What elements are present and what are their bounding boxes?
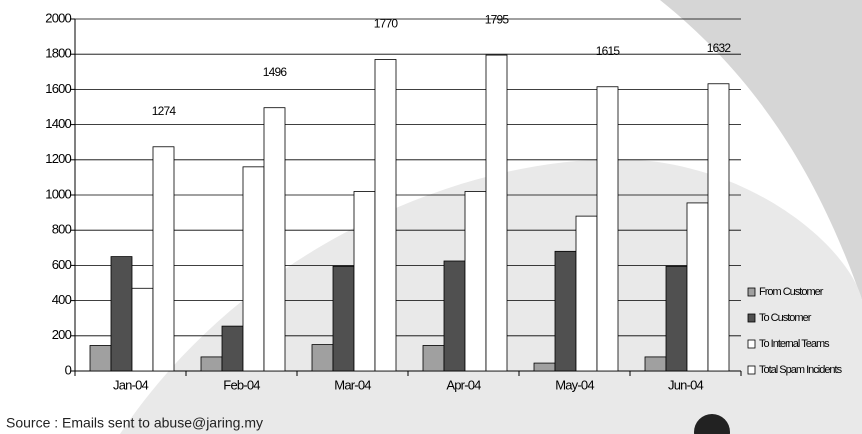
data-label: 1496 [263,65,288,79]
x-tick-label: Mar-04 [334,377,371,392]
y-tick-label: 1200 [45,151,71,166]
bar [375,59,396,371]
y-tick-label: 600 [52,257,72,272]
bar [645,357,666,371]
y-tick-label: 1400 [45,116,71,131]
legend-swatch [748,340,755,348]
data-label: 1615 [596,44,621,58]
bar [333,266,354,371]
x-tick-label: May-04 [555,377,594,392]
x-tick-label: Jan-04 [113,377,149,392]
y-tick-label: 2000 [45,10,71,25]
bar [534,363,555,371]
bar [555,251,576,371]
bar [486,55,507,371]
bar [90,345,111,371]
y-tick-label: 1800 [45,46,71,61]
bar [687,203,708,371]
page: Source : Emails sent to abuse@jaring.my … [0,0,862,434]
bar [444,261,465,371]
legend-swatch [748,366,755,374]
y-tick-label: 400 [52,292,72,307]
chart: Source : Emails sent to abuse@jaring.my … [0,0,862,434]
legend-label: To Internal Teams [759,338,830,350]
y-tick-label: 1600 [45,81,71,96]
legend-swatch [748,314,755,322]
data-label: 1795 [485,12,510,26]
bar [111,257,132,371]
data-label: 1770 [374,17,399,31]
bar [312,345,333,371]
bar [465,191,486,371]
bar [201,357,222,371]
bar [666,266,687,371]
bar [576,216,597,371]
legend-label: Total Spam Incidents [759,364,843,376]
legend-swatch [748,288,755,296]
bar [264,108,285,371]
bar [132,288,153,371]
bar [153,147,174,371]
legend-label: From Customer [759,286,824,298]
bar [597,87,618,371]
y-tick-label: 0 [65,362,72,377]
y-tick-label: 200 [52,327,72,342]
bar [222,326,243,371]
bar [354,191,375,371]
y-tick-label: 800 [52,222,72,237]
bar [423,345,444,371]
legend-label: To Customer [759,312,812,324]
data-label: 1632 [707,41,732,55]
source-note: Source : Emails sent to abuse@jaring.my [6,415,263,431]
data-label: 1274 [152,104,177,118]
x-tick-label: Apr-04 [446,377,481,392]
bar [708,84,729,371]
bar [243,167,264,371]
x-tick-label: Feb-04 [223,377,260,392]
y-tick-label: 1000 [45,186,71,201]
x-tick-label: Jun-04 [668,377,704,392]
